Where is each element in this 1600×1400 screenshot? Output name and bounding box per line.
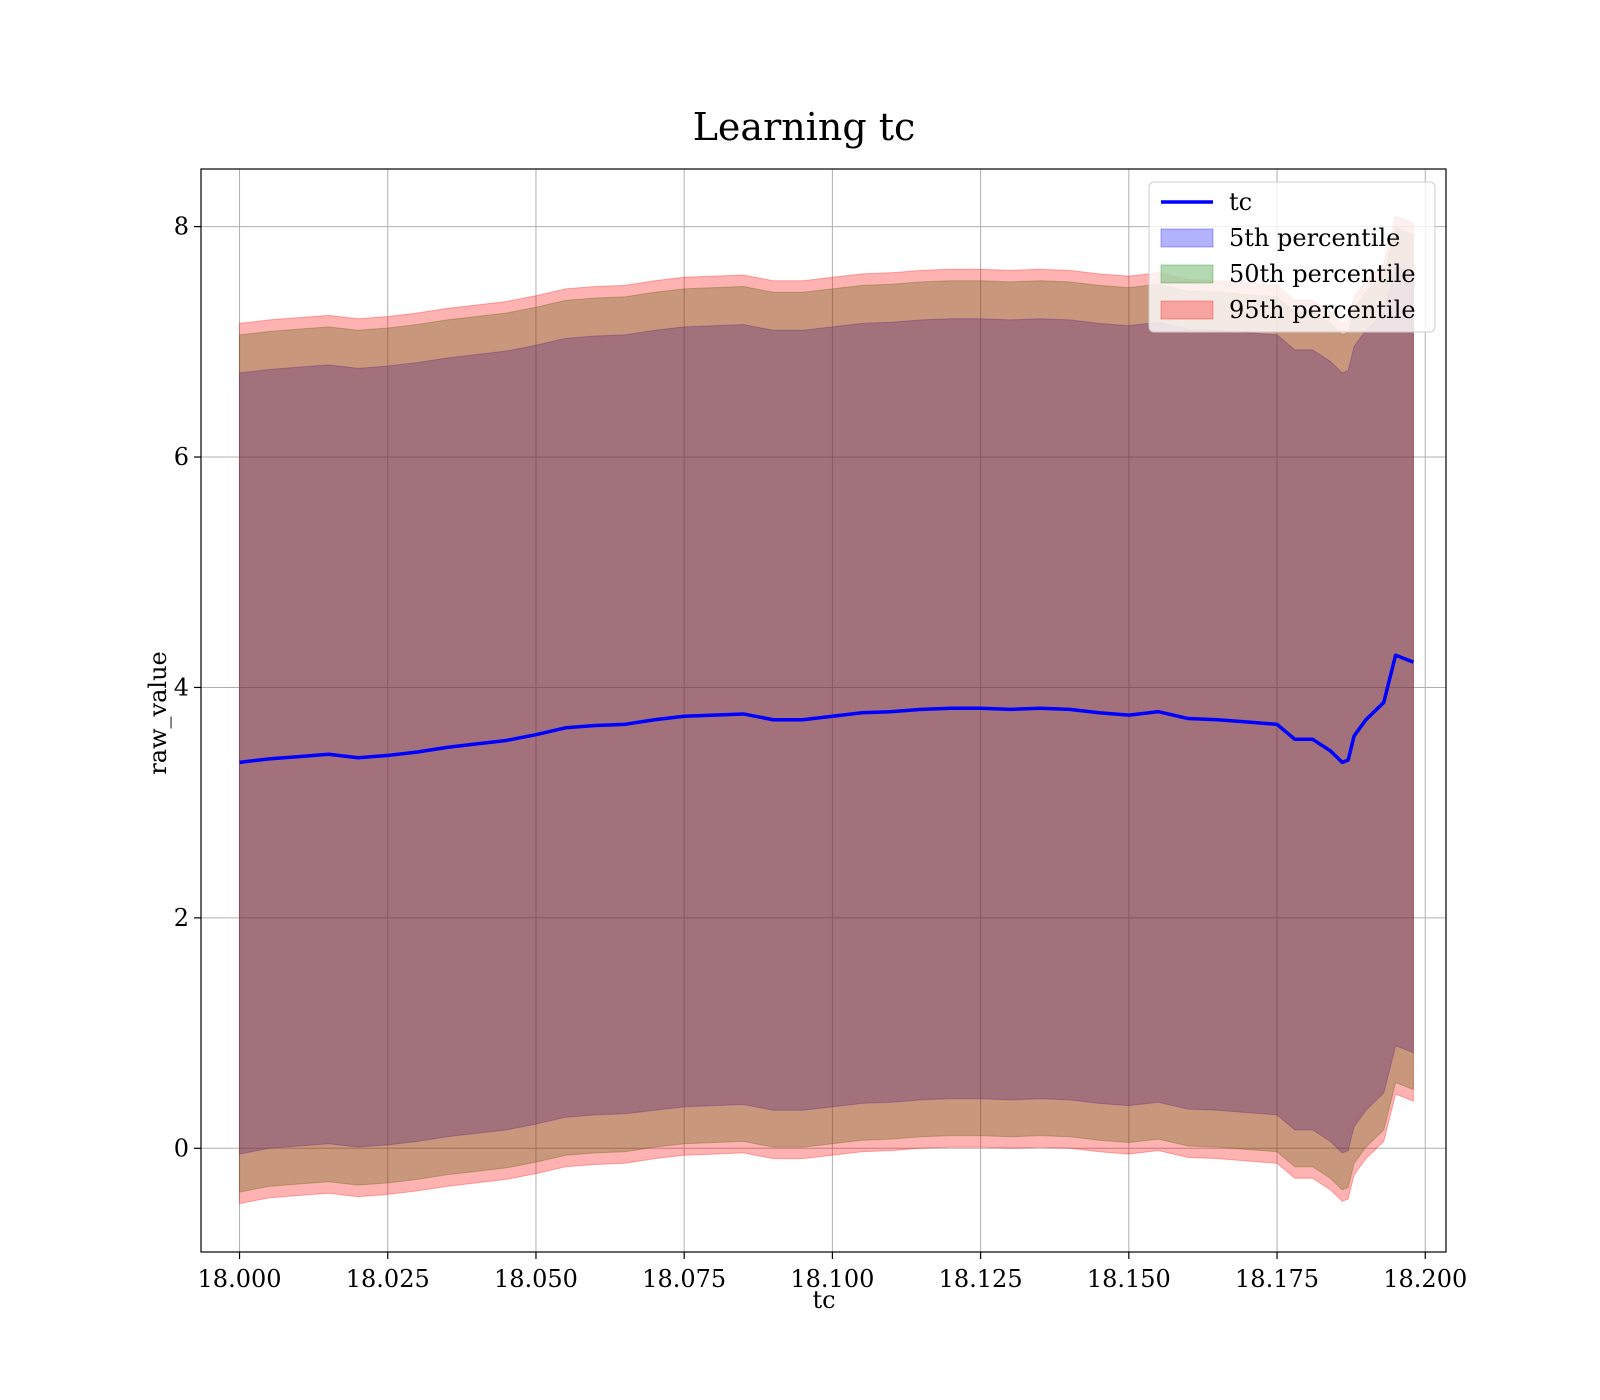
plot-area: 18.000 18.025 18.050 18.075 18.100 18.125 18.1… [174, 168, 1468, 1293]
y-axis-label: raw_value [144, 651, 172, 775]
x-tick-label: 18.125 [939, 1265, 1023, 1293]
grid-lines [201, 169, 1446, 1252]
percentile-bands [239, 215, 1414, 1205]
legend-label-tc: tc [1229, 188, 1252, 216]
legend-label-5th-percentile: 5th percentile [1229, 224, 1400, 252]
legend-swatch-5th-percentile [1160, 228, 1214, 248]
x-tick-label: 18.150 [1087, 1265, 1171, 1293]
x-tick-label: 18.050 [494, 1265, 578, 1293]
y-tick-label: 8 [174, 213, 189, 241]
band-5th-percentile [239, 265, 1414, 1155]
axis-ticks: 18.000 18.025 18.050 18.075 18.100 18.125 18.1… [174, 213, 1468, 1293]
axes-frame [200, 168, 1447, 1253]
band-50th-percentile [239, 227, 1414, 1193]
x-tick-label: 18.025 [346, 1265, 430, 1293]
legend: tc 5th percentile 50th percentile 95th perc… [1148, 181, 1436, 333]
x-tick-label: 18.200 [1383, 1265, 1467, 1293]
x-axis-label: tc [812, 1286, 835, 1314]
legend-swatch-95th-percentile [1160, 300, 1214, 320]
y-tick-label: 4 [174, 673, 189, 701]
x-tick-label: 18.075 [642, 1265, 726, 1293]
x-tick-label: 18.175 [1235, 1265, 1319, 1293]
x-tick-label: 18.100 [790, 1265, 874, 1293]
legend-swatch-50th-percentile [1160, 264, 1214, 284]
series-lines [239, 653, 1415, 765]
band-95th-percentile [239, 215, 1414, 1205]
legend-label-95th-percentile: 95th percentile [1229, 296, 1416, 324]
y-tick-label: 2 [174, 904, 189, 932]
y-tick-label: 6 [174, 443, 189, 471]
legend-label-50th-percentile: 50th percentile [1229, 260, 1416, 288]
legend-box [1148, 181, 1436, 333]
line-tc [239, 653, 1415, 765]
y-tick-label: 0 [174, 1134, 189, 1162]
chart-title: Learning tc [693, 105, 916, 149]
x-tick-label: 18.000 [198, 1265, 282, 1293]
